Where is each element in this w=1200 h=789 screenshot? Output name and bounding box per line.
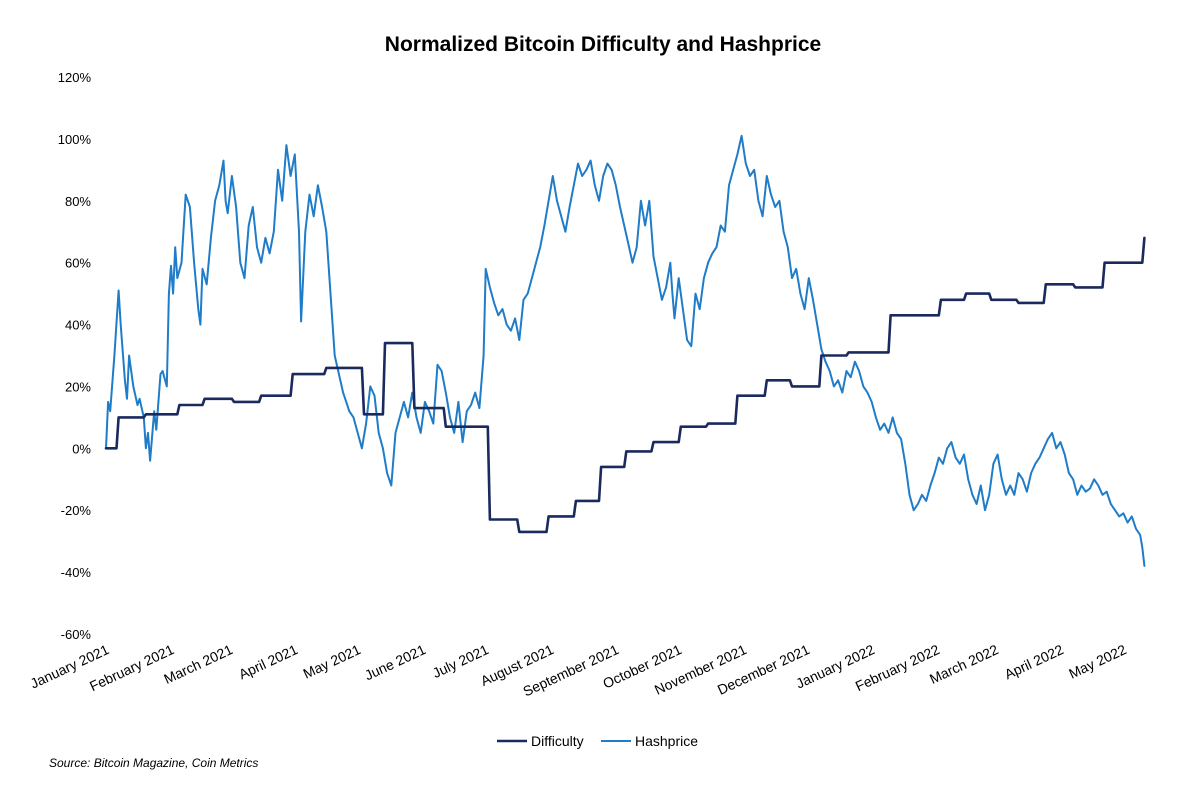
y-tick-label: 0% — [72, 441, 91, 456]
legend-label-difficulty: Difficulty — [531, 733, 584, 749]
y-tick-label: 100% — [58, 132, 92, 147]
y-tick-label: 20% — [65, 379, 91, 394]
source-note: Source: Bitcoin Magazine, Coin Metrics — [49, 756, 258, 770]
y-axis: -60% -40% -20% 0% 20% 40% 60% 80% 100% 120% — [58, 70, 92, 642]
plot-series — [104, 134, 1146, 567]
y-tick-label: 40% — [65, 318, 91, 333]
y-tick-label: 120% — [58, 70, 92, 85]
legend-label-hashprice: Hashprice — [635, 733, 698, 749]
series-line-hashprice — [105, 134, 1146, 567]
y-tick-label: -20% — [61, 503, 92, 518]
chart-title: Normalized Bitcoin Difficulty and Hashpr… — [385, 33, 821, 56]
y-tick-label: 80% — [65, 194, 91, 209]
y-tick-label: -40% — [61, 565, 92, 580]
y-tick-label: 60% — [65, 256, 91, 271]
y-tick-label: -60% — [61, 627, 92, 642]
series-line-difficulty — [104, 236, 1146, 534]
legend: Difficulty Hashprice — [497, 733, 698, 749]
